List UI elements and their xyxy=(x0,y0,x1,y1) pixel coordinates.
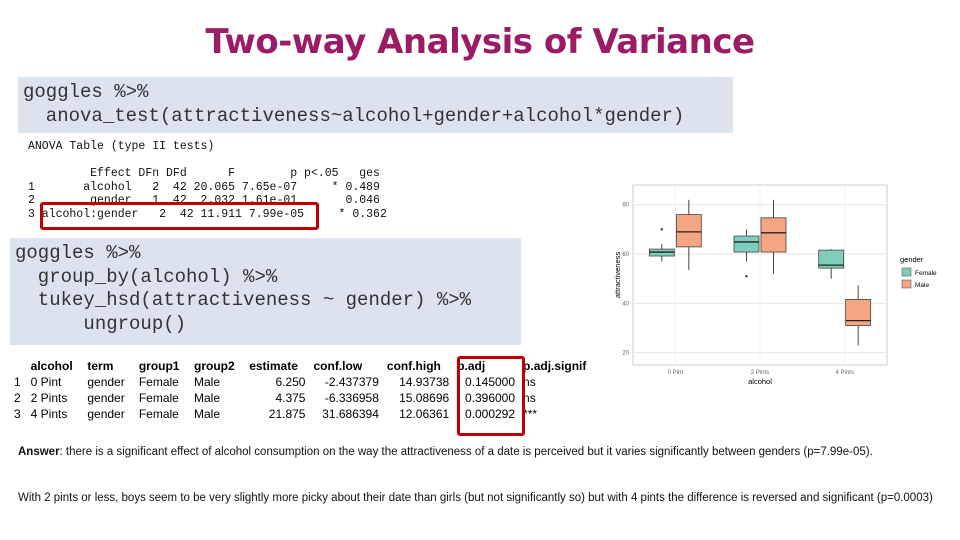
x-tick-label: 0 Pint xyxy=(668,370,684,376)
code-line: anova_test(attractiveness~alcohol+gender… xyxy=(23,104,685,127)
header-cell: group2 xyxy=(194,359,235,373)
table-row: 1 0 Pint gender Female Male 6.250 -2.437379 14.… xyxy=(10,374,600,390)
table-cell: Female xyxy=(138,375,179,389)
header-cell: estimate xyxy=(249,359,298,373)
legend-title: gender xyxy=(900,255,924,264)
code-line: goggles %>% xyxy=(23,81,149,103)
y-tick-label: 80 xyxy=(622,203,629,209)
table-cell: Female xyxy=(138,407,179,421)
table-cell: 3 xyxy=(14,407,21,421)
table-cell: gender xyxy=(87,391,125,405)
table-cell: 2 xyxy=(14,391,21,405)
box xyxy=(733,235,760,253)
table-cell: gender xyxy=(87,407,125,421)
header-row: alcohol term group1 group2 estimate conf.low c… xyxy=(10,358,600,374)
table-cell: 31.686394 xyxy=(322,407,379,421)
spacer xyxy=(28,154,390,168)
legend-label: Male xyxy=(915,282,929,289)
box xyxy=(675,214,702,248)
table-cell: *** xyxy=(523,407,538,421)
table-cell: 2 Pints xyxy=(30,391,68,405)
anova-table: ANOVA Table (type II tests) Effect DFn D… xyxy=(28,140,390,228)
table-cell: Male xyxy=(194,391,221,405)
table-cell: ns xyxy=(523,375,536,389)
table-cell: Male xyxy=(194,407,221,421)
table-cell: 12.06361 xyxy=(399,407,450,421)
box xyxy=(818,249,845,269)
table-line: Effect DFn DFd F p p<.05 ges xyxy=(28,167,380,180)
table-line: 3 alcohol:gender 2 42 11.911 7.99e-05 * … xyxy=(28,207,387,221)
table-cell: 0 Pint xyxy=(30,375,62,389)
y-tick-label: 40 xyxy=(622,301,629,307)
table-cell: 0.000292 xyxy=(464,407,516,421)
header-cell: conf.high xyxy=(386,359,441,373)
answer-text: : there is a significant effect of alcoh… xyxy=(59,446,873,458)
table-cell: 4 Pints xyxy=(30,407,68,421)
table-cell: Male xyxy=(194,375,221,389)
box xyxy=(845,299,872,326)
x-axis-label: alcohol xyxy=(748,377,772,386)
legend-label: Female xyxy=(915,270,937,277)
code-block: goggles %>% group_by(alcohol) %>% tukey_… xyxy=(10,238,521,345)
header-cell: term xyxy=(87,359,114,373)
header-cell: alcohol xyxy=(30,359,73,373)
box xyxy=(760,217,787,253)
y-axis-label: attractiveness xyxy=(613,252,622,299)
x-tick-label: 4 Pints xyxy=(835,370,853,376)
header-cell: p.adj xyxy=(457,359,486,373)
table-cell: 0.145000 xyxy=(464,375,516,389)
table-cell: 15.08696 xyxy=(399,391,450,405)
table-cell: gender xyxy=(87,375,125,389)
header-cell: conf.low xyxy=(313,359,363,373)
table-caption: ANOVA Table (type II tests) xyxy=(28,140,215,153)
table-row: 2 2 Pints gender Female Male 4.375 -6.336958 15… xyxy=(10,390,600,406)
header-cell: p.adj.signif xyxy=(523,359,587,373)
header-cell xyxy=(10,358,27,374)
highlight xyxy=(40,202,319,230)
code-line: goggles %>% xyxy=(15,242,141,264)
y-tick-label: 20 xyxy=(622,351,629,357)
table-line: 1 alcohol 2 42 20.065 7.65e-07 * 0.489 xyxy=(28,180,380,194)
table-cell: 0.396000 xyxy=(464,391,516,405)
code-line: ungroup() xyxy=(15,312,187,335)
y-tick-label: 60 xyxy=(622,252,629,258)
code-line: group_by(alcohol) %>% xyxy=(15,265,278,288)
chart: 20 40 60 80 0 Pint 2 Pints 4 Pints alcohol attra… xyxy=(613,184,937,386)
code-block: goggles %>% anova_test(attractiveness~al… xyxy=(18,77,733,133)
code-line: tukey_hsd(attractiveness ~ gender) %>% xyxy=(15,289,472,311)
answer-paragraph: With 2 pints or less, boys seem to be ve… xyxy=(18,492,933,504)
legend-swatch xyxy=(901,267,912,277)
table-cell: 1 xyxy=(14,375,21,389)
tukey-table: alcohol term group1 group2 estimate conf.low c… xyxy=(10,358,600,422)
outlier xyxy=(745,275,748,278)
table-cell: 4.375 xyxy=(275,391,306,405)
legend-swatch xyxy=(901,279,912,289)
title: Two-way Analysis of Variance xyxy=(205,22,755,62)
highlight xyxy=(457,356,525,436)
header-cell: group1 xyxy=(138,359,180,373)
table-cell: -2.437379 xyxy=(324,375,379,389)
answer: Answer: there is a significant effect of… xyxy=(18,445,938,460)
x-tick-label: 2 Pints xyxy=(751,370,769,376)
answer-label: Answer xyxy=(18,446,60,458)
table-cell: 21.875 xyxy=(268,407,306,421)
outlier xyxy=(660,228,664,231)
table-cell: -6.336958 xyxy=(324,391,379,405)
table-cell: 14.93738 xyxy=(399,375,450,389)
table-row: 3 4 Pints gender Female Male 21.875 31.686394 1… xyxy=(10,406,600,422)
table-cell: 6.250 xyxy=(275,375,306,389)
table-cell: Female xyxy=(138,391,179,405)
table-cell: ns xyxy=(523,391,536,405)
